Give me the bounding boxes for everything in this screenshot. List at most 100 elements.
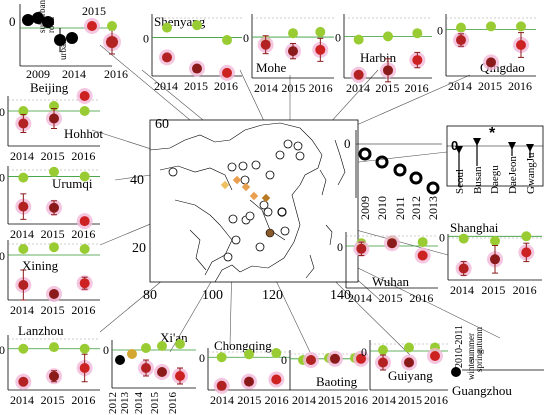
green-marker — [18, 343, 29, 354]
open-circle-marker — [426, 181, 440, 195]
map-city-marker — [228, 214, 238, 224]
black-marker — [22, 14, 34, 26]
panel-city-label: Guangzhou — [452, 383, 512, 398]
coastline-9 — [189, 229, 207, 271]
panel-zero-label: 0 — [281, 353, 287, 367]
panel-year-tick: 2014 — [10, 393, 34, 407]
map-panel: 60 40 20 80 100 120 140 — [130, 117, 359, 303]
red-marker — [486, 57, 496, 68]
panel-year-tick: 2011 — [393, 196, 407, 220]
panel-city-label: Lanzhou — [18, 323, 64, 338]
red-marker — [222, 67, 232, 78]
green-marker — [162, 22, 172, 33]
green-marker — [222, 35, 232, 46]
open-circle-marker — [393, 163, 407, 177]
panel-note: autumn — [474, 327, 484, 354]
panel-year-tick: 2014 — [210, 393, 234, 407]
panel-year-tick: 2015 — [41, 303, 65, 317]
red-marker — [18, 201, 29, 212]
green-marker — [79, 171, 90, 182]
panel-xining: 0 Xining 2014 2015 2016 — [0, 240, 100, 317]
panel-lanzhou: 0 Lanzhou 2014 2015 2016 — [0, 323, 100, 407]
red-marker — [404, 357, 414, 368]
black-marker — [115, 355, 125, 365]
red-marker — [417, 250, 428, 261]
map-city-marker — [283, 139, 293, 149]
map-city-marker — [240, 175, 250, 185]
black-marker — [66, 32, 78, 44]
map-city-marker — [227, 162, 237, 172]
panel-harbin: 0 Harbin 2014 2015 2016 — [335, 14, 432, 95]
panel-year-tick: 2015 — [184, 79, 208, 93]
panel-city-label: Wuhan — [372, 274, 410, 289]
map-city-marker — [295, 151, 305, 161]
coastline-4 — [214, 264, 241, 283]
panel-year-tick: 2015 — [481, 283, 505, 297]
coastline-7 — [325, 224, 333, 246]
gold-marker — [127, 349, 137, 359]
panel-mohe: 0 Mohe 2014 2015 2016 — [243, 14, 334, 95]
panel-zero-label: 0 — [337, 240, 343, 254]
green-marker — [79, 343, 90, 354]
green-marker — [49, 242, 59, 253]
panel-zero-label: 0 — [335, 30, 341, 44]
green-marker — [79, 244, 90, 254]
panel-zero-label: 0 — [0, 343, 5, 357]
red-marker — [79, 216, 90, 227]
red-marker — [49, 371, 59, 382]
red-marker — [49, 113, 59, 124]
map-city-marker — [263, 207, 273, 217]
red-marker — [157, 367, 167, 377]
panel-year-tick: 2015 — [149, 392, 161, 415]
red-marker — [353, 69, 364, 80]
panel-year-tick: 2013 — [119, 392, 131, 415]
panel-year-tick: 2014 — [154, 79, 178, 93]
map-y-tick-40: 40 — [130, 173, 144, 188]
map-x-tick-140: 140 — [330, 288, 351, 303]
map-y-tick-20: 20 — [132, 241, 146, 256]
panel-year-tick: 2016 — [409, 291, 433, 305]
panel-city-label: Mohe — [256, 60, 287, 75]
red-marker — [288, 46, 298, 57]
map-city-marker — [245, 211, 255, 221]
green-marker — [315, 26, 326, 37]
red-marker — [49, 289, 59, 299]
panel-year-tick: 2016 — [508, 79, 532, 93]
red-marker — [49, 202, 59, 213]
map-x-tick-100: 100 — [202, 288, 223, 303]
panel-site-tick: Busan — [472, 166, 484, 194]
panel-year-tick: 2016 — [104, 67, 128, 81]
panel-year-tick: 2015 — [41, 227, 65, 241]
panel-site-tick: Daegu — [489, 165, 501, 194]
map-city-marker — [265, 170, 275, 180]
triangle-marker — [508, 142, 516, 150]
map-city-marker — [255, 242, 265, 252]
black-marker — [451, 367, 461, 377]
panel-zero-label: 0 — [9, 14, 16, 29]
panel-year-tick: 2014 — [346, 81, 370, 95]
green-marker — [18, 172, 29, 183]
map-x-tick-120: 120 — [262, 288, 283, 303]
panel-year-tick: 2015 — [379, 291, 403, 305]
red-marker — [458, 263, 469, 274]
red-marker — [106, 36, 118, 48]
panel-note: suburban — [37, 0, 47, 33]
panel-note: urban — [58, 39, 68, 60]
panel-year-tick: 2016 — [71, 303, 95, 317]
panel-city-label: Shanghai — [450, 220, 499, 235]
panel-year-tick: 2014 — [133, 392, 145, 415]
map-frame — [149, 119, 359, 283]
panel-year-tick: 2009 — [358, 196, 372, 220]
panel-city-label: Hohhot — [64, 126, 103, 141]
green-marker — [383, 31, 393, 42]
panel-zero-label: 0 — [439, 230, 445, 244]
panel-city-label: Baoting — [316, 374, 358, 389]
map-city-marker — [259, 200, 269, 210]
green-marker — [353, 34, 364, 45]
panel-year-tick: 2010 — [375, 196, 389, 220]
triangle-marker — [526, 144, 534, 152]
